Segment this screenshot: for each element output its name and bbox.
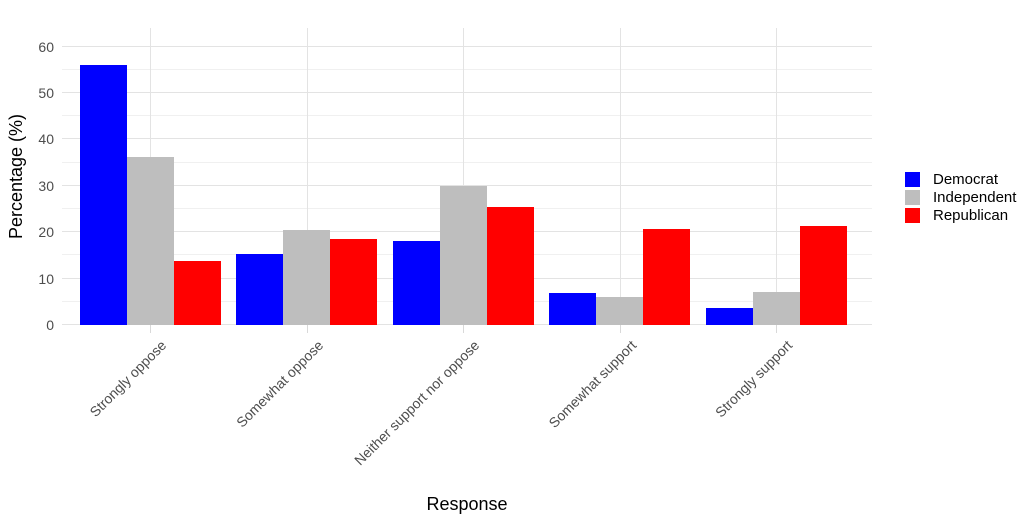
- x-tick-mark-2: [463, 325, 464, 333]
- y-tick-label-40: 40: [38, 131, 54, 148]
- bar-democrat-2: [392, 241, 440, 325]
- gridline-category-1: [306, 28, 308, 325]
- gridline-major-y60: [62, 45, 872, 47]
- y-tick-label-20: 20: [38, 224, 54, 241]
- y-tick-label-30: 30: [38, 177, 54, 194]
- bar-republican-4: [799, 225, 847, 325]
- bar-democrat-1: [236, 254, 283, 325]
- legend-item-independent: Independent: [905, 189, 1016, 206]
- democrat-color-swatch: [905, 172, 920, 187]
- x-tick-mark-3: [619, 325, 621, 333]
- x-tick-mark-0: [150, 325, 151, 333]
- gridline-category-3: [619, 28, 621, 325]
- y-tick-label-0: 0: [46, 317, 54, 333]
- gridline-category-2: [463, 28, 464, 325]
- gridline-major-y40: [62, 138, 872, 140]
- bar-independent-4: [752, 292, 800, 325]
- bar-republican-1: [330, 238, 377, 325]
- y-tick-label-60: 60: [38, 38, 54, 55]
- bar-independent-3: [596, 297, 643, 325]
- legend-item-republican: Republican: [905, 207, 1016, 224]
- gridline-major-y50: [62, 91, 872, 93]
- gridline-category-4: [776, 28, 777, 325]
- bar-republican-2: [486, 206, 534, 325]
- bar-republican-3: [643, 228, 690, 325]
- gridline-minor-y45: [62, 115, 872, 117]
- independent-color-swatch: [905, 190, 920, 205]
- x-tick-mark-4: [776, 325, 777, 333]
- gridline-major-y30: [62, 184, 872, 186]
- y-tick-label-10: 10: [38, 270, 54, 287]
- gridline-minor-y55: [62, 68, 872, 70]
- bar-republican-0: [173, 261, 221, 325]
- legend-label-democrat: Democrat: [933, 171, 999, 188]
- bar-democrat-3: [549, 292, 596, 325]
- republican-color-swatch: [905, 208, 920, 223]
- x-axis-title: Response: [426, 494, 508, 514]
- bar-democrat-4: [705, 307, 753, 325]
- legend-label-independent: Independent: [933, 189, 1017, 206]
- bar-independent-1: [283, 229, 330, 325]
- legend-label-republican: Republican: [933, 207, 1009, 224]
- legend-item-democrat: Democrat: [905, 171, 1016, 188]
- bar-democrat-0: [79, 64, 127, 325]
- y-tick-label-50: 50: [38, 84, 54, 101]
- x-tick-mark-1: [306, 325, 308, 333]
- gridline-minor-y35: [62, 161, 872, 163]
- plot-area: [62, 28, 872, 325]
- bar-independent-2: [439, 186, 487, 325]
- bar-independent-0: [126, 156, 174, 325]
- legend: Democrat Independent Republican: [905, 171, 1016, 225]
